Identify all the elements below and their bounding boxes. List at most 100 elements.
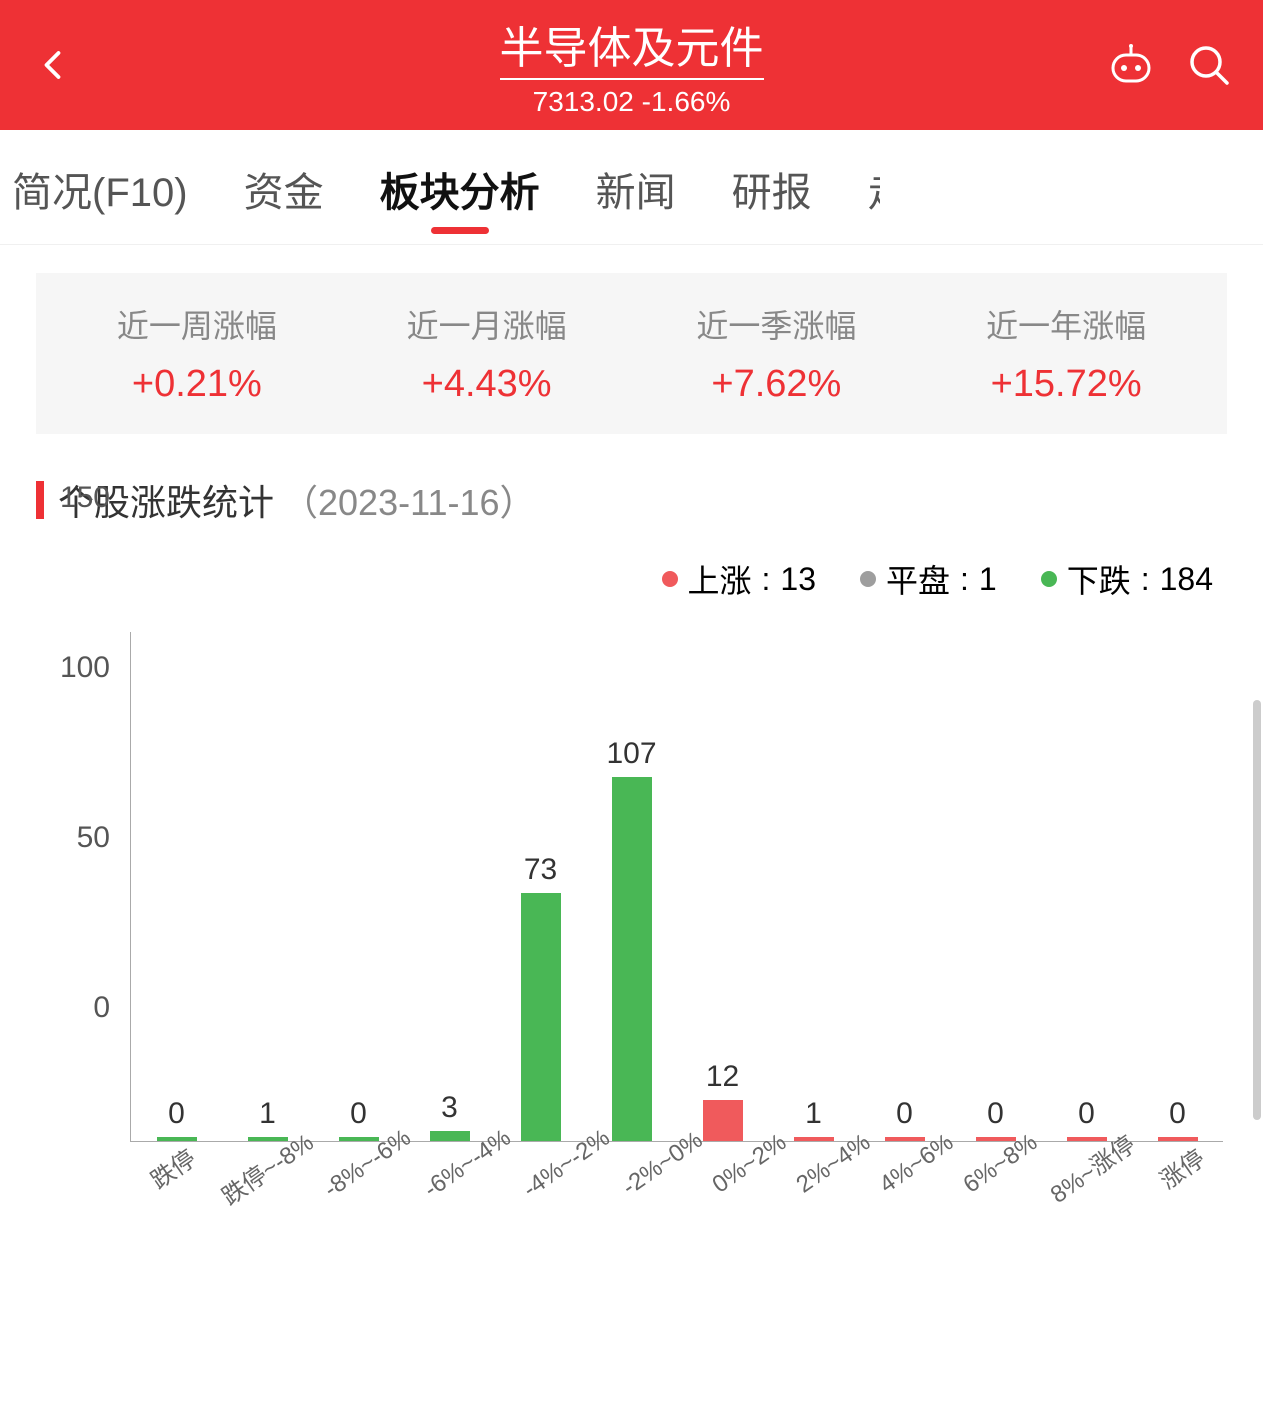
- tab-overflow[interactable]: 走: [840, 152, 880, 234]
- bar: [885, 1137, 925, 1141]
- bar: [157, 1137, 197, 1141]
- header-right: [1093, 41, 1233, 89]
- price-subtitle: 7313.02 -1.66%: [170, 86, 1093, 118]
- bar-value-label: 0: [168, 1097, 185, 1131]
- legend-up-label: 上涨: [688, 556, 752, 602]
- legend-down-value: 184: [1160, 561, 1213, 598]
- x-tick-label: 跌停: [130, 1142, 214, 1242]
- tab-reports[interactable]: 研报: [704, 152, 840, 234]
- bar-value-label: 0: [1078, 1097, 1095, 1131]
- legend-up: 上涨: 13: [662, 556, 817, 602]
- price-change: -1.66%: [642, 86, 731, 117]
- stat-quarter: 近一季涨幅 +7.62%: [632, 301, 922, 406]
- legend-up-value: 13: [780, 561, 816, 598]
- x-tick-label: 6%~8%: [959, 1142, 1043, 1242]
- tab-bar: 简况(F10) 资金 板块分析 新闻 研报 走: [0, 130, 1263, 245]
- stat-value: +15.72%: [921, 363, 1211, 406]
- bar-column: 0: [1041, 632, 1132, 1141]
- y-tick: 50: [77, 821, 110, 855]
- bar-column: 73: [495, 632, 586, 1141]
- x-tick-label: 跌停~-8%: [214, 1142, 319, 1242]
- stat-value: +0.21%: [52, 363, 342, 406]
- search-button[interactable]: [1185, 41, 1233, 89]
- distribution-chart: 050100150 0103731071210000 跌停跌停~-8%-8%~-…: [50, 622, 1233, 1242]
- robot-icon: [1107, 41, 1155, 89]
- app-header: 半导体及元件 7313.02 -1.66%: [0, 0, 1263, 130]
- y-tick: 100: [60, 651, 110, 685]
- stat-label: 近一季涨幅: [632, 301, 922, 347]
- x-axis: 跌停跌停~-8%-8%~-6%-6%~-4%-4%~-2%-2%~0%0%~2%…: [130, 1142, 1223, 1242]
- x-tick-label: 8%~涨停: [1043, 1142, 1140, 1242]
- scrollbar-indicator[interactable]: [1253, 700, 1261, 1120]
- dot-icon: [1041, 571, 1057, 587]
- bar: [430, 1131, 470, 1141]
- x-tick-label: 4%~6%: [875, 1142, 959, 1242]
- tab-news[interactable]: 新闻: [568, 152, 704, 234]
- chevron-left-icon: [36, 47, 72, 83]
- tab-sector-analysis[interactable]: 板块分析: [352, 152, 568, 234]
- x-tick-label: -6%~-4%: [418, 1142, 517, 1242]
- stat-value: +4.43%: [342, 363, 632, 406]
- bar-value-label: 0: [896, 1097, 913, 1131]
- bar: [794, 1137, 834, 1141]
- bar-value-label: 1: [259, 1097, 276, 1131]
- bar: [339, 1137, 379, 1141]
- header-left: [30, 41, 170, 89]
- stat-label: 近一周涨幅: [52, 301, 342, 347]
- stat-month: 近一月涨幅 +4.43%: [342, 301, 632, 406]
- bar: [612, 777, 652, 1141]
- stat-label: 近一年涨幅: [921, 301, 1211, 347]
- bar-value-label: 107: [606, 737, 656, 771]
- x-tick-label: -4%~-2%: [517, 1142, 616, 1242]
- header-center: 半导体及元件 7313.02 -1.66%: [170, 12, 1093, 118]
- price-value: 7313.02: [533, 86, 634, 117]
- stat-value: +7.62%: [632, 363, 922, 406]
- stat-year: 近一年涨幅 +15.72%: [921, 301, 1211, 406]
- bar-value-label: 73: [524, 853, 557, 887]
- assistant-button[interactable]: [1107, 41, 1155, 89]
- bar-column: 0: [131, 632, 222, 1141]
- legend-down: 下跌: 184: [1041, 556, 1213, 602]
- bar-value-label: 3: [441, 1091, 458, 1125]
- bar-value-label: 12: [706, 1060, 739, 1094]
- legend-down-label: 下跌: [1067, 556, 1131, 602]
- tab-funds[interactable]: 资金: [216, 152, 352, 234]
- x-tick-label: 2%~4%: [792, 1142, 876, 1242]
- legend-flat: 平盘: 1: [860, 556, 997, 602]
- back-button[interactable]: [30, 41, 78, 89]
- legend-flat-label: 平盘: [886, 556, 950, 602]
- search-icon: [1185, 41, 1233, 89]
- bar-column: 0: [313, 632, 404, 1141]
- bar-column: 107: [586, 632, 677, 1141]
- bar-column: 12: [677, 632, 768, 1141]
- y-tick: 0: [93, 991, 110, 1025]
- bar-column: 1: [222, 632, 313, 1141]
- bar-column: 1: [768, 632, 859, 1141]
- bar: [703, 1100, 743, 1141]
- bars-container: 0 1 0 3 73 107 12 1 0 0 0 0: [131, 632, 1223, 1141]
- bar-column: 3: [404, 632, 495, 1141]
- legend-flat-value: 1: [979, 561, 997, 598]
- x-tick-label: 涨停: [1139, 1142, 1223, 1242]
- bar-value-label: 0: [987, 1097, 1004, 1131]
- dot-icon: [860, 571, 876, 587]
- x-tick-label: 0%~2%: [708, 1142, 792, 1242]
- plot-area: 0 1 0 3 73 107 12 1 0 0 0 0: [130, 632, 1223, 1142]
- y-axis: 050100150: [50, 622, 120, 1142]
- period-stats-row: 近一周涨幅 +0.21% 近一月涨幅 +4.43% 近一季涨幅 +7.62% 近…: [36, 273, 1227, 434]
- y-tick: 150: [60, 481, 110, 515]
- stat-label: 近一月涨幅: [342, 301, 632, 347]
- bar-column: 0: [950, 632, 1041, 1141]
- page-title: 半导体及元件: [500, 12, 764, 80]
- bar-value-label: 0: [1169, 1097, 1186, 1131]
- tab-f10[interactable]: 简况(F10): [12, 152, 216, 234]
- bar-value-label: 1: [805, 1097, 822, 1131]
- bar-value-label: 0: [350, 1097, 367, 1131]
- x-tick-label: -2%~0%: [617, 1142, 708, 1242]
- bar-column: 0: [859, 632, 950, 1141]
- section-title: 个股涨跌统计 （2023-11-16）: [36, 474, 1227, 526]
- section-date: （2023-11-16）: [282, 474, 535, 526]
- bar: [521, 893, 561, 1141]
- x-tick-label: -8%~-6%: [318, 1142, 417, 1242]
- chart-legend: 上涨: 13 平盘: 1 下跌: 184: [0, 556, 1213, 602]
